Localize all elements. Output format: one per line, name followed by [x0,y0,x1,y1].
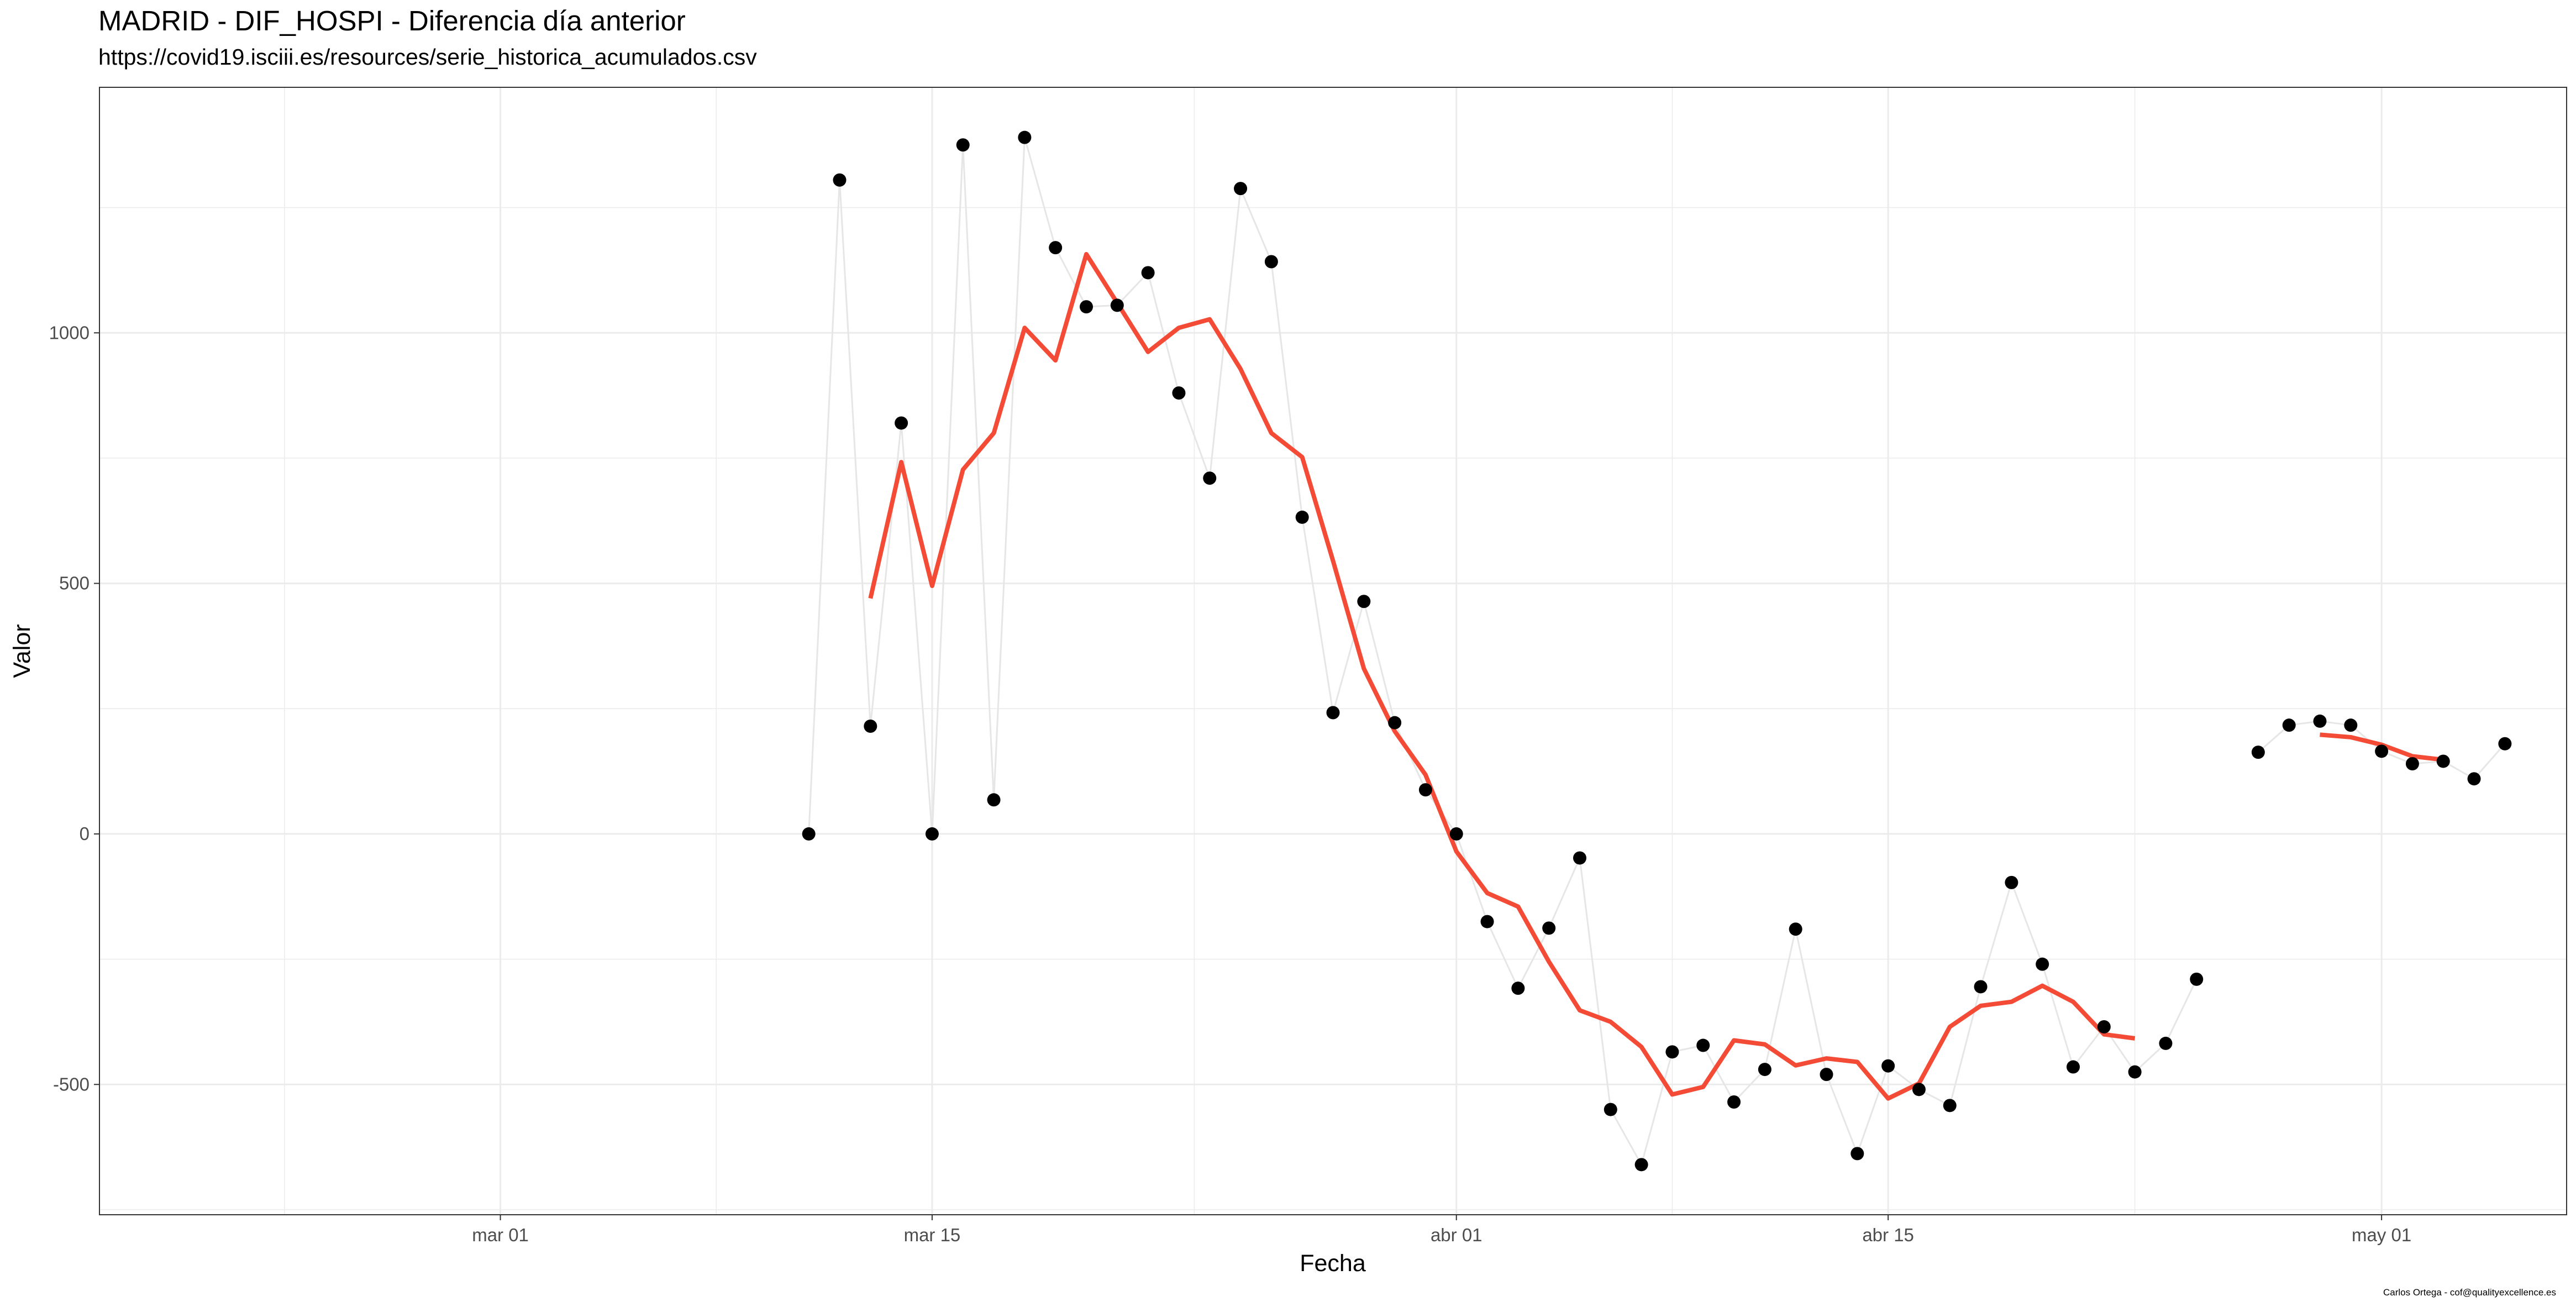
data-point [1295,510,1309,524]
data-point [1080,300,1093,314]
y-tick-label: 1000 [49,322,90,343]
data-point [1203,471,1217,485]
data-point [2036,957,2049,971]
data-point [2344,718,2358,732]
x-tick-label: mar 01 [472,1225,529,1245]
y-axis-title: Valor [9,624,35,678]
data-point [2375,744,2389,758]
data-point [1943,1099,1957,1112]
x-tick-label: may 01 [2352,1225,2411,1245]
data-point [1172,386,1186,400]
data-point [2405,757,2419,770]
y-axis: -500 0 500 1000 [49,322,99,1094]
x-tick-label: mar 15 [904,1225,961,1245]
chart-subtitle: https://covid19.isciii.es/resources/seri… [98,44,757,70]
grid-major [99,87,2567,1215]
data-point [2282,718,2296,732]
connector-line [808,137,2198,1166]
data-point [1758,1063,1771,1077]
data-point [2467,772,2481,786]
data-point [1018,130,1032,144]
data-point [1573,851,1586,865]
data-point [1110,298,1124,312]
data-point [1388,716,1402,730]
data-point [2436,754,2450,768]
data-point [2128,1065,2142,1079]
data-point [2251,746,2265,759]
panel-border [99,87,2567,1215]
points-layer [802,130,2512,1172]
y-tick-label: -500 [53,1074,90,1094]
data-point [1418,783,1432,797]
data-point [1850,1147,1864,1161]
data-point [2190,972,2204,986]
data-point [1634,1158,1648,1172]
data-point [1881,1059,1895,1073]
data-point [2159,1036,2173,1050]
data-point [956,138,970,152]
data-point [1357,595,1371,608]
data-point [1696,1038,1710,1052]
data-point [1234,182,1248,196]
data-point [1727,1095,1741,1109]
y-tick-label: 0 [80,823,90,844]
chart-caption: Carlos Ortega - cof@qualityexcellence.es [2383,1287,2556,1298]
data-point [2498,737,2512,751]
data-point [895,416,908,430]
data-point [1480,915,1494,928]
x-axis-title: Fecha [1300,1250,1366,1277]
data-point [1141,266,1155,280]
y-tick-label: 500 [59,573,90,594]
data-point [1604,1103,1617,1116]
data-point [833,173,847,187]
data-point [1665,1045,1679,1059]
moving-average-line [868,251,2136,1101]
data-point [2313,714,2327,728]
data-point [2005,875,2018,889]
data-point [1049,241,1063,255]
x-axis: mar 01 mar 15 abr 01 abr 15 may 01 [472,1215,2411,1245]
data-point [802,827,816,841]
x-tick-label: abr 15 [1862,1225,1914,1245]
data-point [1974,980,1988,994]
data-point [2097,1020,2111,1033]
data-point [864,720,877,733]
panel-background [99,87,2567,1215]
data-point [1820,1068,1833,1082]
data-point [1326,706,1340,720]
chart-title: MADRID - DIF_HOSPI - Diferencia día ante… [98,5,686,36]
data-point [1449,827,1463,841]
x-tick-label: abr 01 [1431,1225,1482,1245]
data-point [1511,982,1525,995]
data-point [1789,922,1802,936]
data-point [925,827,939,841]
data-point [2067,1060,2080,1074]
data-point [1542,921,1556,935]
data-point [1912,1083,1926,1096]
data-point [1264,255,1278,269]
data-point [987,793,1001,807]
